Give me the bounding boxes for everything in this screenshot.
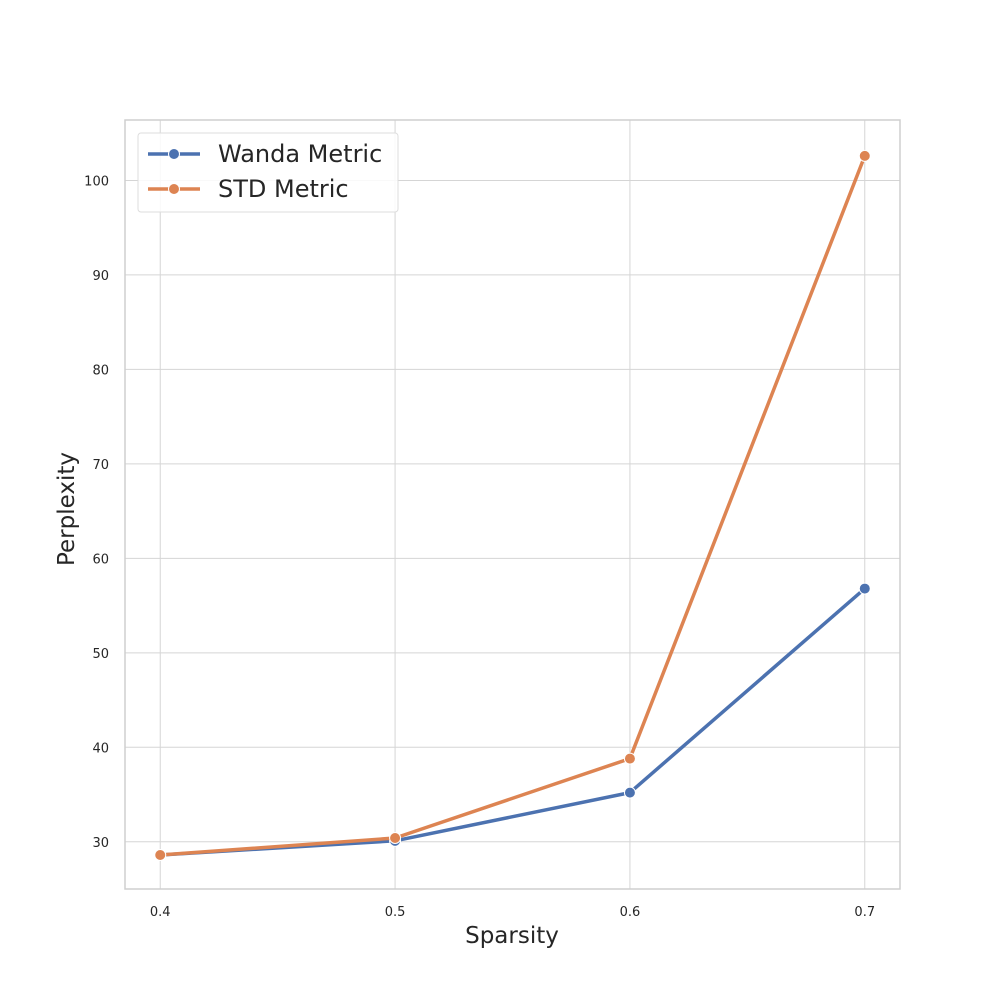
legend-marker [168, 183, 180, 195]
y-tick-label: 70 [92, 458, 109, 473]
y-tick-label: 50 [92, 647, 109, 662]
legend-item-std-metric: STD Metric [148, 175, 349, 203]
x-tick-label: 0.6 [620, 905, 641, 920]
plot-area-border [124, 119, 901, 890]
series-std-metric [154, 149, 871, 861]
data-point-std-metric [389, 831, 402, 844]
y-tick-label: 40 [92, 741, 109, 756]
legend-item-wanda-metric: Wanda Metric [148, 140, 382, 168]
series-line-std-metric [158, 154, 867, 857]
data-point-wanda-metric [858, 582, 871, 595]
x-axis-ticks: 0.4 0.5 0.6 0.7 [150, 905, 875, 920]
legend: Wanda Metric STD Metric [137, 132, 399, 213]
x-tick-label: 0.5 [385, 905, 406, 920]
y-axis-label: Perplexity [54, 452, 80, 566]
legend-label: Wanda Metric [218, 140, 382, 168]
y-tick-label: 30 [92, 836, 109, 851]
legend-label: STD Metric [218, 175, 349, 203]
series-wanda-metric [154, 582, 871, 861]
y-tick-label: 90 [92, 269, 109, 284]
series-layer [154, 149, 871, 861]
legend-marker [168, 148, 180, 160]
data-point-std-metric [623, 752, 636, 765]
y-axis-ticks: 30 40 50 60 70 80 90 100 [84, 174, 109, 850]
data-point-std-metric [154, 848, 167, 861]
data-point-std-metric [858, 149, 871, 162]
y-tick-label: 80 [92, 363, 109, 378]
series-line-wanda-metric [158, 586, 867, 857]
x-tick-label: 0.4 [150, 905, 171, 920]
x-axis-label: Sparsity [465, 923, 559, 949]
legend-box [137, 132, 399, 213]
x-tick-label: 0.7 [854, 905, 875, 920]
y-tick-label: 100 [84, 174, 109, 189]
grid [125, 120, 900, 889]
y-tick-label: 60 [92, 552, 109, 567]
data-point-wanda-metric [623, 786, 636, 799]
